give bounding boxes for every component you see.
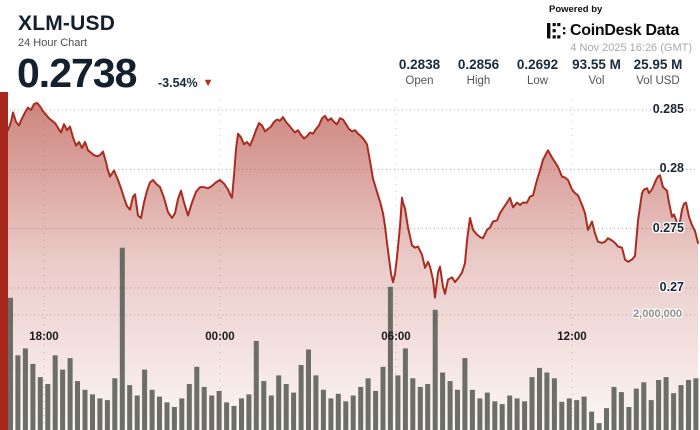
- pair-title: XLM-USD: [18, 12, 116, 35]
- stat-volume: 93.55 M Vol: [567, 57, 626, 87]
- powered-by-label: Powered by: [549, 4, 603, 15]
- y-axis-label-028: 0.28: [659, 161, 684, 176]
- volume-label: Vol: [588, 75, 605, 87]
- volume-bars: [8, 247, 699, 430]
- left-accent-stripe: [0, 92, 8, 430]
- volume-usd-label: Vol USD: [636, 75, 680, 87]
- price-line: [7, 101, 699, 299]
- volume-usd-value: 25.95 M: [633, 57, 683, 72]
- timestamp: 4 Nov 2025 16:26 (GMT): [570, 42, 692, 54]
- chart-period-subtitle: 24 Hour Chart: [18, 37, 88, 49]
- coindesk-data-brand-link[interactable]: CoinDesk Data: [547, 22, 679, 40]
- x-axis-label-0000: 00:00: [205, 331, 235, 343]
- x-axis-label-1200: 12:00: [557, 331, 587, 343]
- price-change: -3.54% ▼: [158, 76, 214, 90]
- change-percent: -3.54%: [158, 76, 198, 90]
- price-area-fill: [8, 102, 698, 430]
- volume-value: 93.55 M: [572, 57, 621, 72]
- current-price: 0.2738: [17, 50, 137, 96]
- stat-open: 0.2838 Open: [390, 57, 449, 87]
- coindesk-logo-icon: [547, 23, 566, 39]
- low-label: Low: [526, 75, 549, 87]
- y-axis-label-027: 0.27: [659, 280, 684, 294]
- x-axis-label-0600: 06:00: [381, 331, 411, 343]
- down-triangle-icon: ▼: [202, 77, 214, 89]
- stat-volume-usd: 25.95 M Vol USD: [626, 57, 690, 87]
- y-axis-label-0275: 0.275: [652, 220, 684, 235]
- x-axis-label-1800: 18:00: [29, 331, 59, 343]
- ohlc-stats-row: 0.2838 Open 0.2856 High 0.2692 Low 93.55…: [390, 57, 690, 87]
- volume-axis-label: 2,000,000: [633, 308, 682, 320]
- high-label: High: [466, 75, 491, 87]
- open-value: 0.2838: [398, 57, 441, 72]
- high-value: 0.2856: [457, 57, 500, 72]
- open-label: Open: [405, 75, 434, 87]
- stat-high: 0.2856 High: [449, 57, 508, 87]
- y-axis-label-0285: 0.285: [652, 102, 684, 116]
- stat-low: 0.2692 Low: [508, 57, 567, 87]
- low-value: 0.2692: [516, 57, 559, 72]
- brand-name: CoinDesk Data: [570, 22, 680, 39]
